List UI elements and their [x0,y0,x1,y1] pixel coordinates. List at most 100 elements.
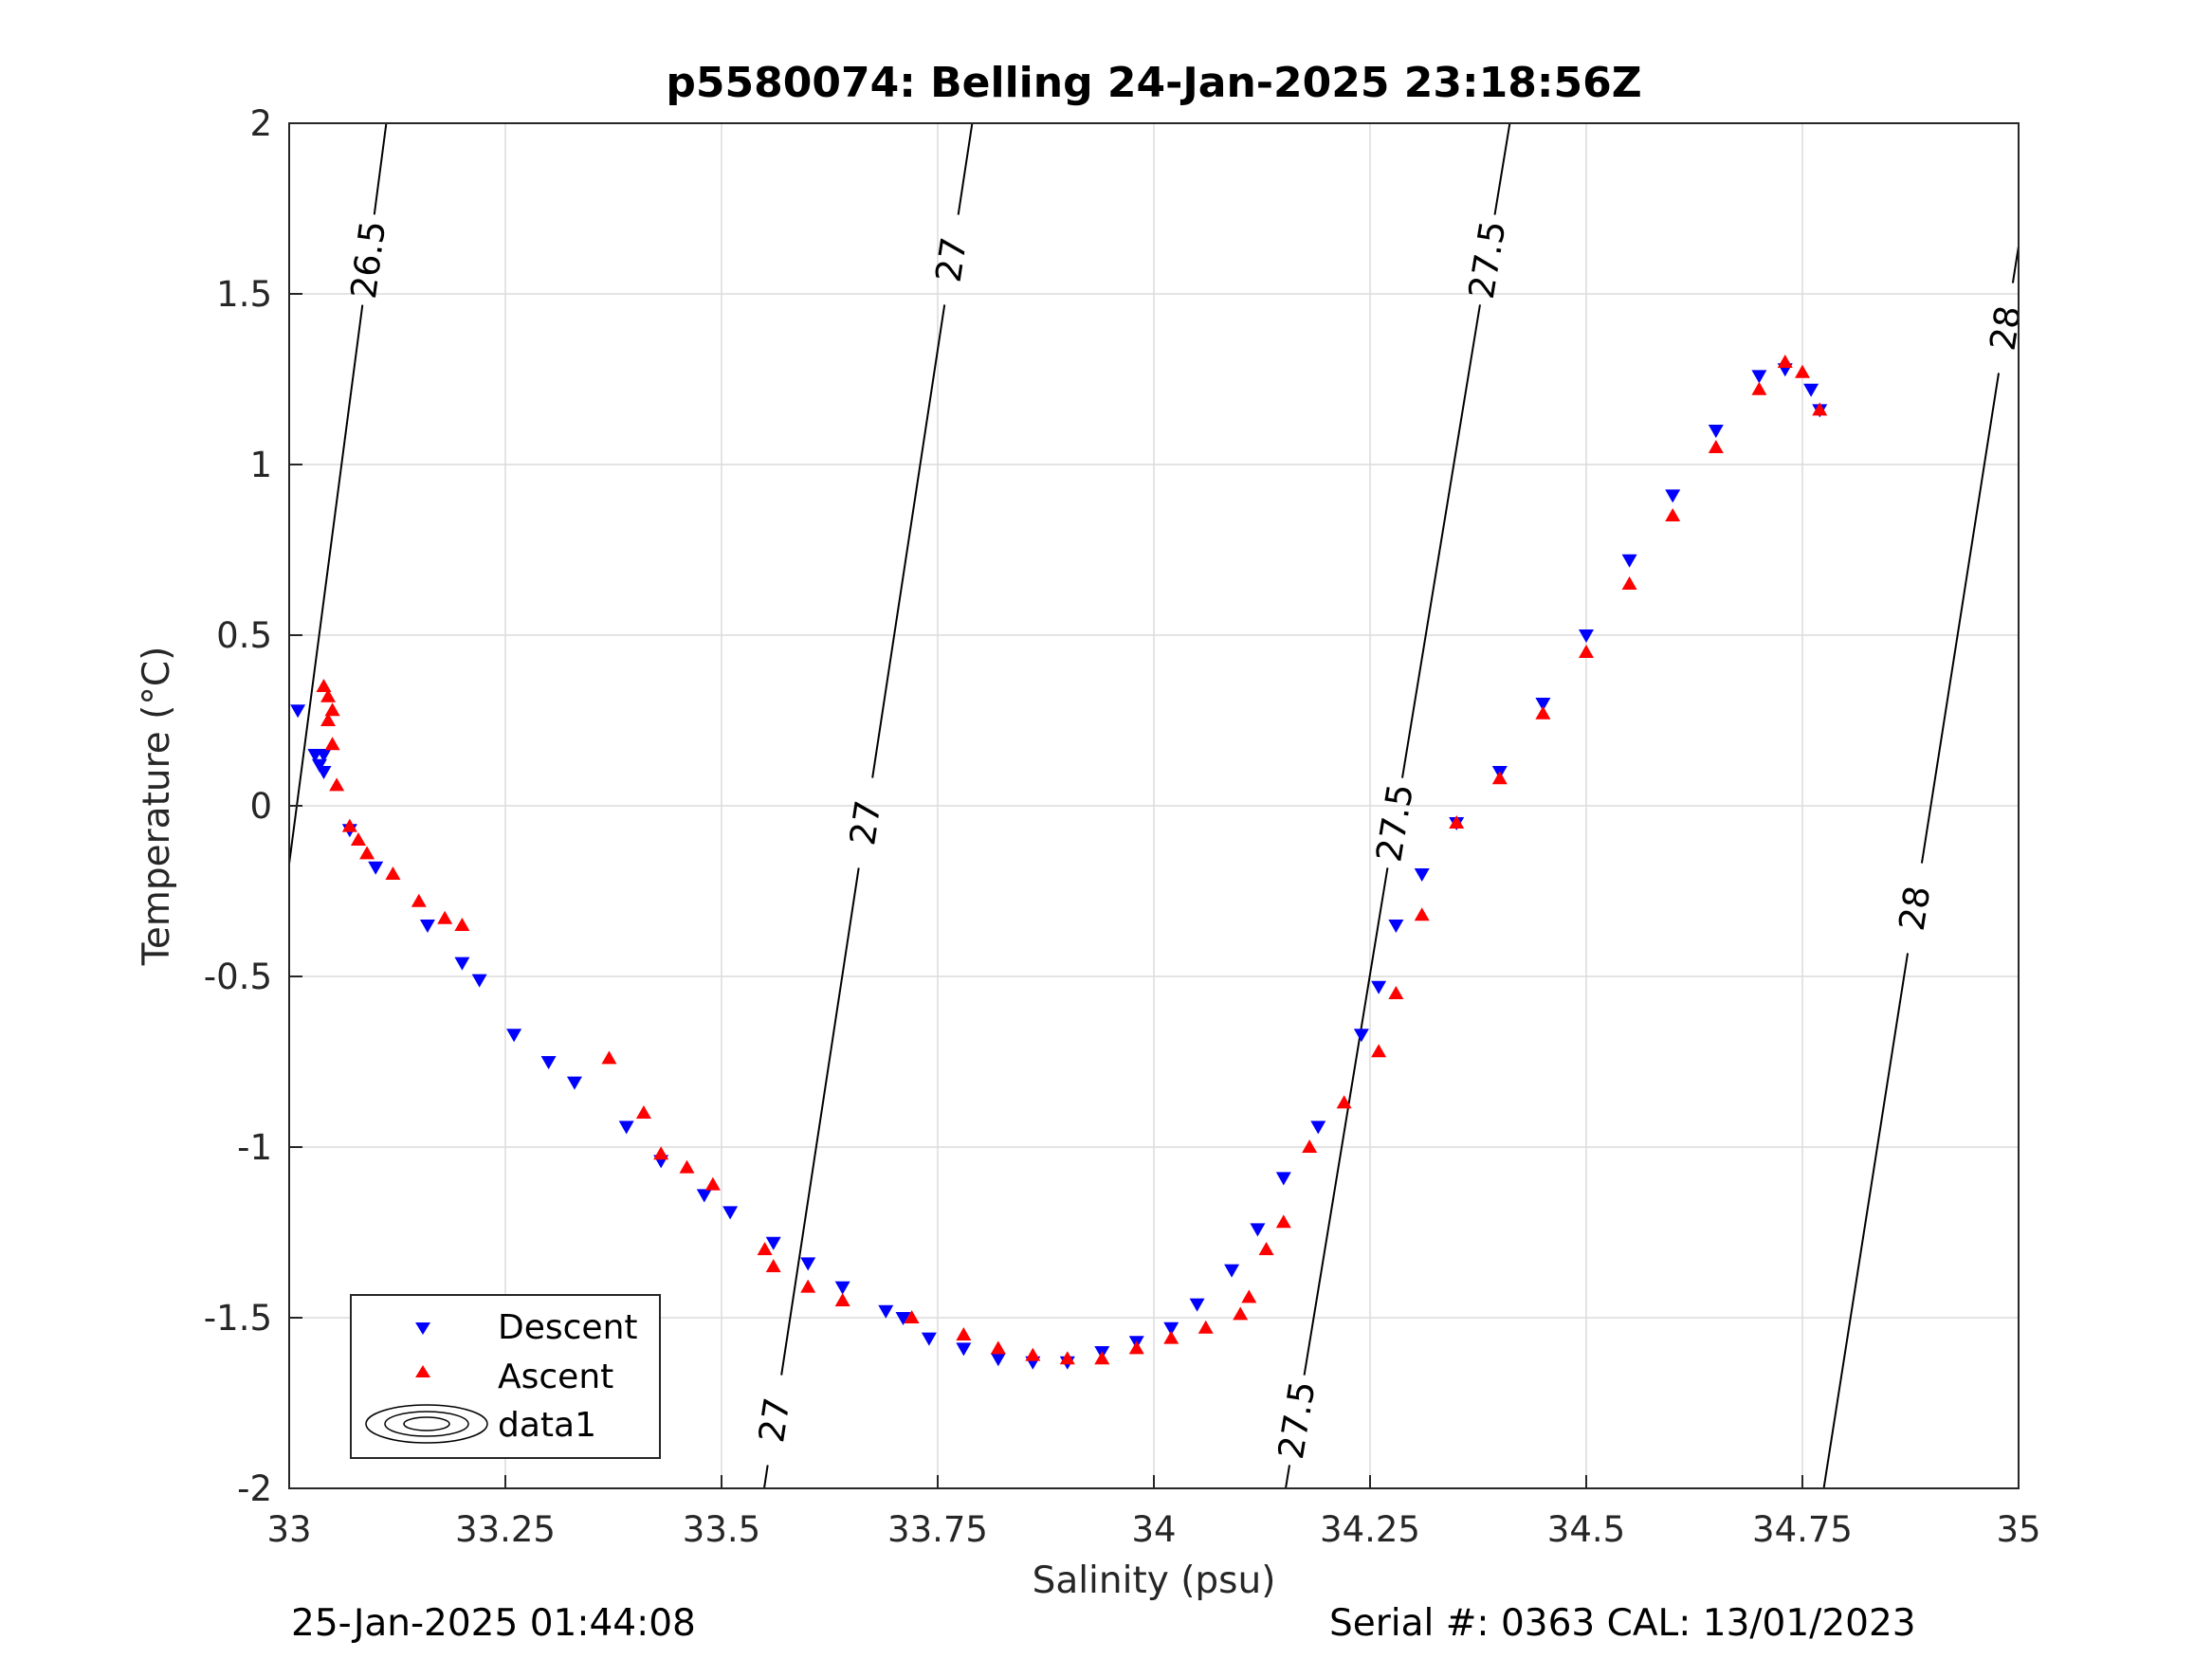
ascent-point [1163,1330,1179,1344]
ascent-point [385,866,401,880]
descent-point [1250,1223,1266,1237]
descent-point [1388,920,1404,933]
descent-point [316,749,332,762]
ascent-point [635,1105,651,1119]
y-axis-label: Temperature (°C) [136,647,178,967]
contour-line [1303,867,1389,1376]
descent-point [990,1353,1006,1367]
ascent-point [1388,986,1404,999]
descent-point [290,704,306,719]
ascent-point [316,679,332,692]
ascent-point [800,1279,816,1293]
y-tick-label: 0.5 [216,615,272,656]
x-tick-label: 34.25 [1320,1509,1420,1550]
ascent-point [1579,645,1594,658]
descent-point [419,920,435,933]
descent-point [956,1342,972,1357]
ascent-point [320,713,337,726]
descent-point [618,1121,634,1135]
descent-point [1310,1121,1326,1135]
descent-point [1189,1298,1205,1312]
ascent-point [757,1242,773,1255]
descent-point [454,957,470,971]
contour-line [373,123,388,215]
ascent-point [834,1293,850,1306]
descent-point [765,1236,781,1250]
descent-point [471,974,487,988]
ascent-point [1258,1242,1274,1255]
ascent-point [1025,1347,1041,1361]
ascent-point [1414,907,1430,921]
ascent-point [1197,1320,1214,1334]
ascent-point [704,1176,721,1191]
x-tick-label: 35 [1996,1509,2040,1550]
axis-ticks: 33 33.25 33.5 33.75 34 34.25 34.5 34.75 35 2 1.5 1 0… [204,103,2041,1550]
y-tick-label: 1.5 [216,274,272,315]
descent-point [921,1332,937,1346]
legend-descent-label: Descent [498,1308,638,1347]
ascent-point [653,1146,669,1160]
chart-title: p5580074: Belling 24-Jan-2025 23:18:56Z [666,59,1641,107]
descent-point [834,1281,850,1295]
descent-point [1224,1264,1240,1278]
contour-line [957,123,974,215]
descent-point [311,758,327,773]
ascent-point [341,818,357,832]
contour-line [1401,304,1481,778]
y-tick-label: -2 [237,1468,272,1509]
descent-point [1371,980,1387,994]
descent-point [1708,425,1724,438]
descent-point [800,1257,816,1271]
ascent-point [1275,1214,1291,1229]
ascent-point [329,777,345,792]
ascent-point [1708,440,1724,453]
descent-point [1803,383,1819,397]
contour-label: 27 [842,797,889,848]
contour-line [1920,373,2001,864]
x-tick-label: 34.5 [1547,1509,1625,1550]
contour-line [1493,123,1511,215]
x-tick-label: 33.75 [887,1509,988,1550]
ascent-point [1336,1095,1352,1109]
contour-line [762,1465,769,1488]
descent-point [1353,1029,1369,1043]
ascent-point [1795,364,1810,378]
descent-point [1414,868,1430,882]
contour-line [780,867,860,1376]
ascent-point [350,832,366,846]
x-tick-label: 34 [1131,1509,1176,1550]
y-tick-label: 0 [249,786,272,827]
ascent-point [437,910,453,924]
ascent-point [1621,576,1637,590]
descent-point [1535,698,1551,711]
descent-point [540,1056,557,1069]
ascent-point [1665,508,1681,521]
ascent-point [320,688,337,702]
descent-point [1751,370,1767,384]
ascent-point [1777,355,1793,368]
x-tick-label: 33.5 [683,1509,760,1550]
legend-data1-label: data1 [498,1406,596,1445]
y-tick-label: -0.5 [204,957,272,997]
ascent-point [679,1159,695,1174]
ascent-point [324,737,340,751]
descent-point [895,1312,911,1325]
legend-box [350,1294,661,1459]
ascent-series [316,355,1828,1365]
descent-point [316,766,332,779]
contour-label: 28 [1983,302,2030,353]
ascent-point [1371,1044,1387,1058]
contour-line [871,304,946,778]
contour-label: 26.5 [343,218,393,301]
ascent-point [454,918,470,931]
ascent-point [990,1340,1006,1355]
ascent-point [1535,705,1551,720]
ascent-point [1751,381,1767,395]
descent-point [1579,629,1594,643]
contour-line [1285,1465,1291,1488]
ascent-point [1233,1306,1249,1321]
contour-label: 27 [928,234,976,284]
y-tick-label: -1.5 [204,1298,272,1339]
